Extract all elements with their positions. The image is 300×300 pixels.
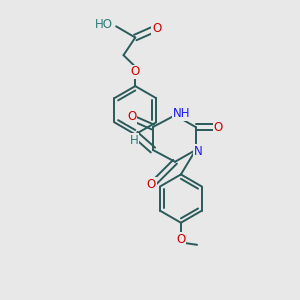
Text: N: N [194, 145, 202, 158]
Text: O: O [131, 65, 140, 79]
Text: O: O [214, 121, 223, 134]
Text: O: O [152, 22, 161, 35]
Text: H: H [129, 134, 138, 147]
Text: HO: HO [94, 18, 112, 31]
Text: O: O [147, 178, 156, 191]
Text: O: O [127, 110, 136, 123]
Text: NH: NH [173, 107, 190, 120]
Text: O: O [176, 233, 185, 246]
